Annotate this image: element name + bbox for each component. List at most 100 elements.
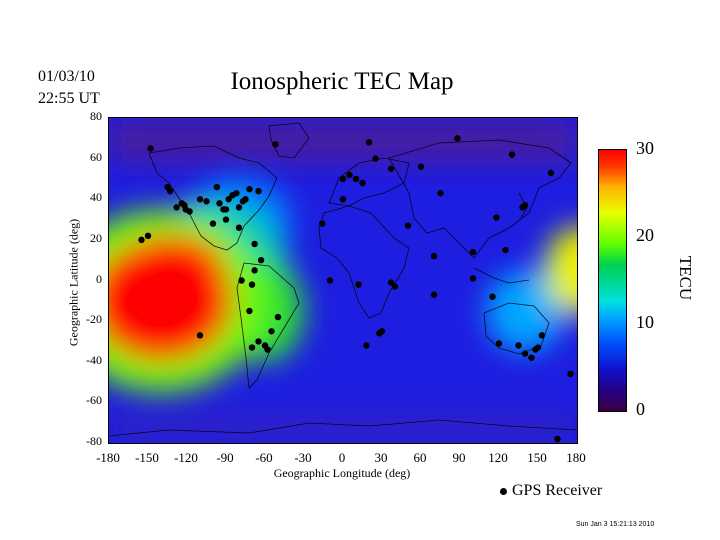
gps-receiver-marker xyxy=(173,204,180,211)
gps-receiver-marker xyxy=(502,246,509,254)
coast-north-america xyxy=(148,145,278,251)
gps-receiver-marker xyxy=(251,240,258,248)
gps-receiver-marker xyxy=(495,340,503,347)
colorbar-tick-label: 0 xyxy=(636,399,645,419)
gps-receiver-marker xyxy=(430,291,438,298)
x-tick-label: 0 xyxy=(338,450,346,465)
gps-receiver-marker xyxy=(235,224,243,231)
gps-receiver-marker xyxy=(430,252,438,260)
gps-stations xyxy=(138,135,574,443)
colorbar-tick-label: 10 xyxy=(636,312,654,332)
coast-south-america xyxy=(236,262,300,389)
gps-receiver-marker xyxy=(268,328,275,335)
gps-receiver-marker xyxy=(147,145,154,152)
gps-receiver-marker xyxy=(235,204,243,211)
gps-receiver-marker xyxy=(326,277,334,284)
tec-blobs xyxy=(109,178,577,393)
gps-receiver-marker xyxy=(264,346,271,353)
x-tick-label: 90 xyxy=(452,450,466,465)
gps-receiver-marker xyxy=(166,187,174,195)
gps-receiver-marker xyxy=(508,151,516,158)
coast-africa xyxy=(318,205,410,319)
colorbar-tick-label: 30 xyxy=(636,138,654,158)
coast-australia xyxy=(483,302,550,355)
gps-receiver-marker xyxy=(222,216,230,223)
gps-receiver-marker xyxy=(528,354,535,361)
gps-receiver-marker xyxy=(567,370,574,378)
coast-greenland xyxy=(268,122,310,159)
gps-receiver-marker xyxy=(387,279,395,286)
x-tick-label: 120 xyxy=(488,450,508,465)
gps-receiver-marker xyxy=(186,208,193,215)
gps-receiver-marker xyxy=(352,175,360,183)
coast-indonesia xyxy=(473,267,530,284)
gps-receiver-marker xyxy=(547,169,555,177)
gps-receiver-marker xyxy=(538,332,546,339)
generation-timestamp: Sun Jan 3 15:21:13 2010 xyxy=(576,521,655,528)
gps-receiver-marker xyxy=(233,189,240,197)
gps-receiver-marker xyxy=(272,141,279,148)
gps-receiver-marker xyxy=(144,232,152,240)
gps-receiver-marker xyxy=(521,350,529,357)
gps-receiver-marker xyxy=(469,275,477,282)
gps-receiver-marker xyxy=(246,307,253,315)
gps-receiver-marker xyxy=(339,175,347,183)
gps-receiver-marker xyxy=(534,344,542,351)
gps-receiver-marker xyxy=(372,155,379,162)
gps-receiver-marker xyxy=(248,344,256,351)
gps-receiver-marker xyxy=(216,200,223,207)
gps-receiver-marker xyxy=(255,187,262,195)
tec-blob xyxy=(109,239,233,362)
gps-receiver-marker xyxy=(365,139,373,146)
x-tick-label: 30 xyxy=(374,450,388,465)
gps-receiver-marker xyxy=(257,256,265,264)
gps-receiver-marker xyxy=(274,313,282,321)
y-tick-label: -80 xyxy=(86,434,102,448)
gps-receiver-marker xyxy=(515,342,522,349)
y-tick-label: 60 xyxy=(90,149,102,164)
tec-map-svg xyxy=(109,118,577,443)
gps-receiver-marker xyxy=(246,185,253,193)
gps-receiver-marker xyxy=(222,206,230,213)
gps-receiver-marker xyxy=(196,332,204,339)
y-axis-label: Geographic Latitude (deg) xyxy=(66,218,81,347)
y-tick-label: -40 xyxy=(86,352,102,367)
coast-europe xyxy=(328,157,410,207)
gps-receiver-marker xyxy=(248,281,256,288)
date-text: 01/03/10 xyxy=(38,68,95,85)
x-tick-label: -60 xyxy=(255,450,273,465)
gps-receiver-marker xyxy=(489,293,496,300)
gps-receiver-marker xyxy=(387,165,395,172)
x-tick-label: 180 xyxy=(566,450,586,465)
gps-receiver-dot-icon xyxy=(500,487,507,495)
x-tick-label: -150 xyxy=(135,450,159,465)
y-tick-label: 0 xyxy=(96,271,102,286)
y-tick-label: -60 xyxy=(86,393,102,408)
y-tick-label: 20 xyxy=(90,230,102,245)
x-tick-label: -30 xyxy=(294,450,312,465)
x-axis-label: Geographic Longitude (deg) xyxy=(273,466,411,480)
y-tick-label: -20 xyxy=(86,312,102,327)
y-tick-label: 80 xyxy=(90,109,102,123)
gps-receiver-marker xyxy=(238,277,245,284)
gps-receiver-marker xyxy=(378,328,386,335)
gps-receiver-marker xyxy=(391,283,399,290)
gps-receiver-marker xyxy=(355,281,362,288)
gps-receiver-marker xyxy=(363,342,370,349)
gps-receiver-marker xyxy=(213,183,221,191)
polar-south-low xyxy=(109,413,577,443)
gps-receiver-marker xyxy=(251,267,258,274)
gps-receiver-marker xyxy=(469,248,477,256)
gps-receiver-marker xyxy=(203,198,210,205)
coast-japan xyxy=(518,192,528,219)
gps-receiver-marker xyxy=(417,163,425,170)
gps-receiver-marker xyxy=(138,236,145,244)
gps-receiver-marker xyxy=(521,202,529,209)
gps-receiver-marker xyxy=(339,196,347,203)
gps-receiver-marker xyxy=(493,214,500,221)
colorbar-tick-label: 20 xyxy=(636,225,654,245)
tec-map-panel xyxy=(108,117,578,444)
x-tick-label: 60 xyxy=(413,450,427,465)
gps-receiver-marker xyxy=(554,435,561,443)
x-tick-label: 150 xyxy=(527,450,547,465)
